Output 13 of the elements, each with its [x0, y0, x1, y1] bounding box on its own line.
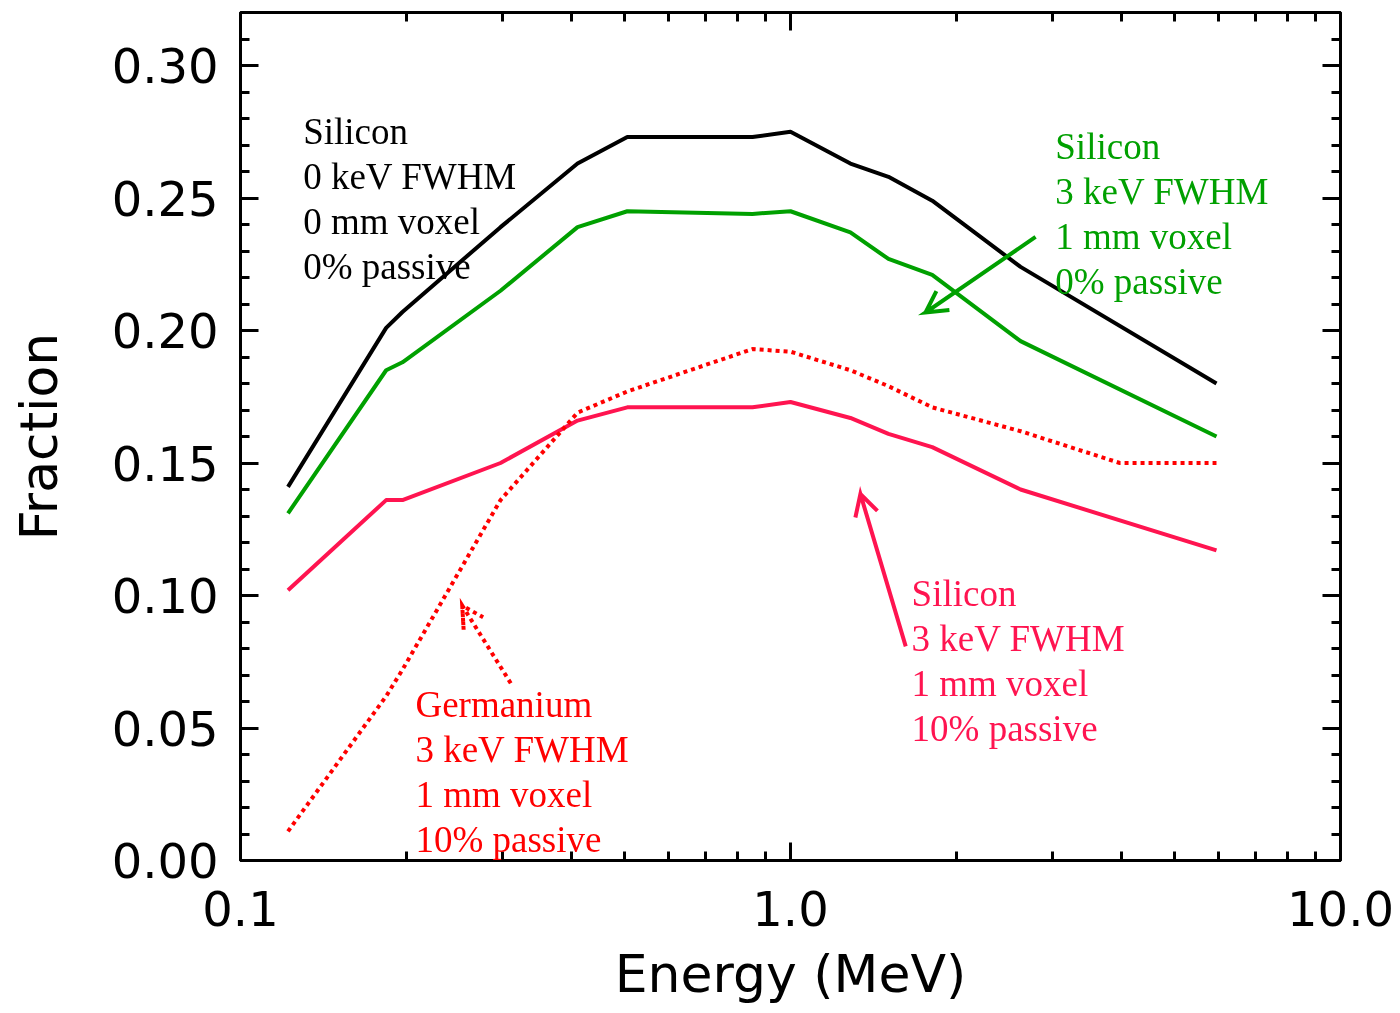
y-tick-label: 0.05 [111, 700, 219, 757]
y-tick-label: 0.10 [111, 568, 219, 624]
series-label: Germanium 3 keV FWHM 1 mm voxel 10% passive [415, 684, 629, 861]
y-tick-label: 0.30 [111, 38, 219, 94]
y-tick-label: 0.25 [111, 170, 219, 227]
x-tick-label: 1.0 [752, 880, 829, 937]
y-axis-title: Fraction [8, 332, 69, 541]
x-axis-title: Energy (MeV) [614, 943, 967, 1004]
series-label: Silicon 3 keV FWHM 1 mm voxel 0% passive [1055, 126, 1269, 303]
x-tick-label: 10.0 [1287, 880, 1394, 937]
y-tick-label: 0.15 [111, 435, 219, 492]
series-label: Silicon 3 keV FWHM 1 mm voxel 10% passive [911, 572, 1125, 749]
y-tick-label: 0.20 [111, 303, 219, 359]
